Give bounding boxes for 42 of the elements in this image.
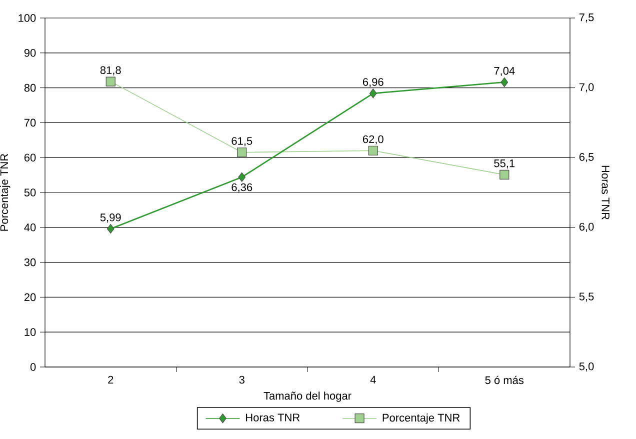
x-tick-label: 5 ó más bbox=[485, 376, 524, 384]
data-label: 6,96 bbox=[362, 78, 384, 88]
y2-tick-label: 5,0 bbox=[579, 362, 594, 372]
y-axis-title: Porcentaje TNR bbox=[0, 154, 10, 231]
y2-tick-label: 5,5 bbox=[579, 292, 594, 302]
y2-tick-label: 7,0 bbox=[579, 83, 594, 92]
y2-tick-label: 7,5 bbox=[579, 14, 594, 22]
data-label: 6,36 bbox=[232, 183, 252, 192]
y-tick-label: 90 bbox=[24, 48, 36, 57]
point bbox=[500, 77, 508, 88]
y-tick-label: 50 bbox=[24, 188, 36, 196]
data-label: 5,99 bbox=[100, 214, 121, 223]
x-tick-label: 4 bbox=[370, 376, 376, 384]
point bbox=[368, 146, 378, 156]
y-tick-label: 10 bbox=[24, 328, 36, 336]
y-tick-label: 60 bbox=[24, 154, 36, 162]
point bbox=[237, 148, 247, 158]
y-tick-label: 100 bbox=[18, 14, 36, 22]
data-label: 62,0 bbox=[362, 135, 384, 144]
x-tick-label: 2 bbox=[108, 376, 114, 384]
point bbox=[106, 76, 116, 86]
legend-label: Porcentaje TNR bbox=[382, 414, 460, 424]
point bbox=[369, 88, 377, 98]
y2-tick-label: 6,5 bbox=[579, 153, 594, 162]
point bbox=[500, 170, 510, 180]
y-tick-label: 70 bbox=[24, 118, 36, 127]
y2-axis-title: Horas TNR bbox=[602, 166, 610, 220]
data-label: 81,8 bbox=[100, 66, 121, 76]
legend-label: Horas TNR bbox=[246, 414, 300, 422]
y-tick-label: 40 bbox=[24, 223, 36, 232]
data-label: 61,5 bbox=[232, 137, 252, 146]
x-axis-title: Tamaño del hogar bbox=[264, 392, 352, 402]
point bbox=[238, 172, 246, 182]
y-tick-label: 80 bbox=[24, 84, 36, 92]
point bbox=[106, 224, 114, 234]
y-tick-label: 30 bbox=[24, 258, 36, 266]
y2-tick-label: 6,0 bbox=[579, 222, 594, 232]
data-label: 7,04 bbox=[494, 66, 515, 76]
data-label: 55,1 bbox=[494, 160, 515, 168]
y-tick-label: 20 bbox=[24, 293, 36, 302]
y-tick-label: 0 bbox=[30, 363, 36, 371]
x-tick-label: 3 bbox=[239, 376, 244, 384]
